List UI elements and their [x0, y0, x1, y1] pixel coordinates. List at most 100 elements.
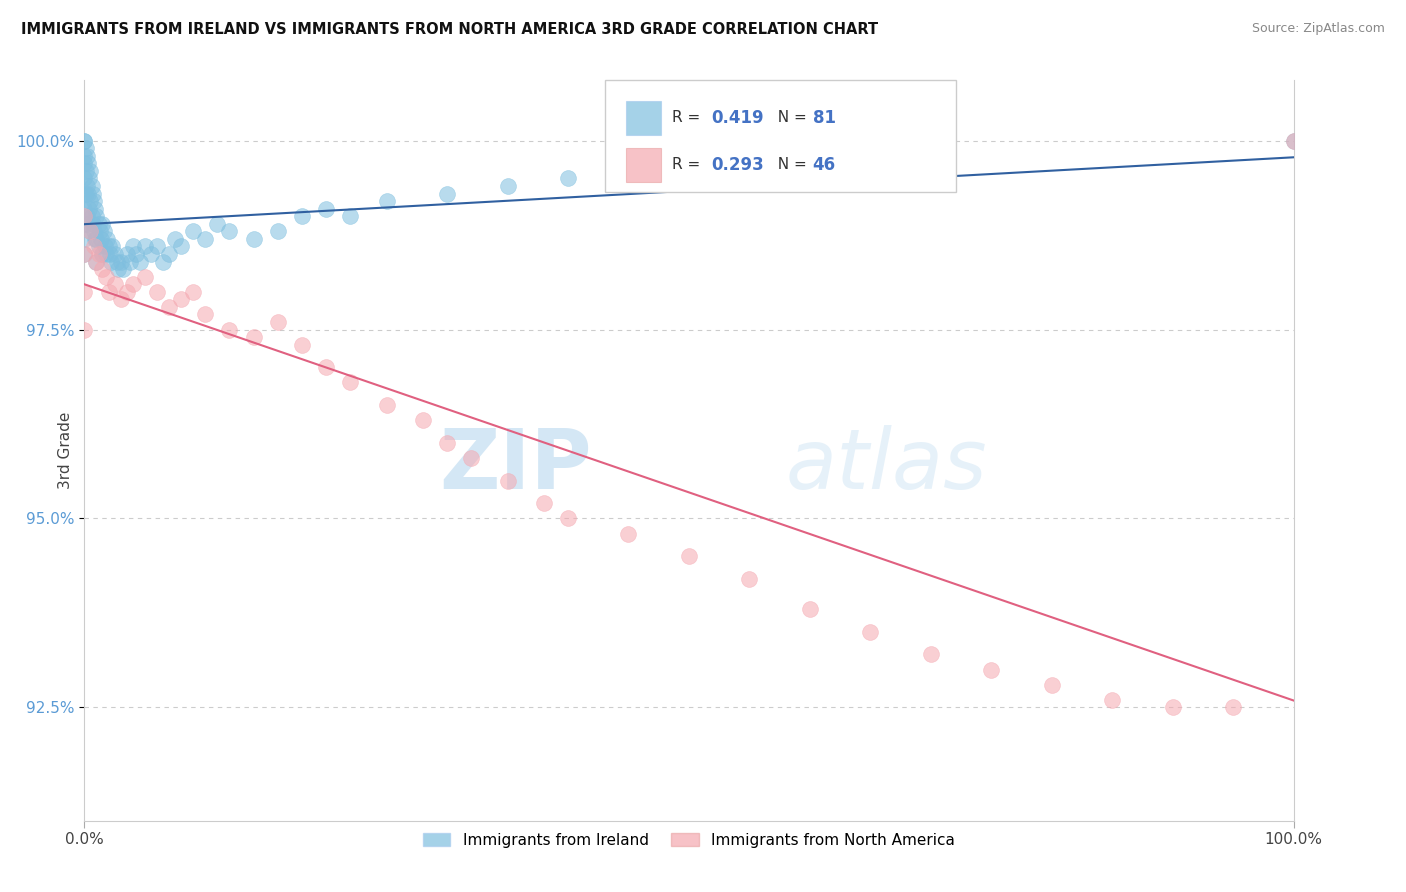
Immigrants from North America [412, 413, 434, 427]
Text: N =: N = [768, 157, 811, 172]
Immigrants from North America [242, 330, 264, 344]
Immigrants from Ireland [1282, 134, 1305, 148]
Immigrants from Ireland [73, 134, 96, 148]
Immigrants from Ireland [73, 232, 96, 246]
Immigrants from North America [980, 663, 1002, 677]
Immigrants from North America [181, 285, 204, 299]
Immigrants from North America [920, 648, 942, 662]
Immigrants from Ireland [100, 254, 122, 268]
Immigrants from Ireland [77, 186, 100, 201]
Text: 0.419: 0.419 [711, 109, 763, 127]
Immigrants from Ireland [73, 202, 96, 216]
Immigrants from Ireland [120, 254, 142, 268]
Immigrants from Ireland [86, 209, 108, 223]
Immigrants from Ireland [207, 217, 229, 231]
Immigrants from North America [194, 308, 217, 322]
Immigrants from Ireland [94, 239, 117, 253]
Immigrants from Ireland [77, 171, 100, 186]
Immigrants from North America [218, 322, 240, 336]
Text: Source: ZipAtlas.com: Source: ZipAtlas.com [1251, 22, 1385, 36]
Immigrants from Ireland [98, 247, 121, 261]
Immigrants from North America [617, 526, 640, 541]
Immigrants from Ireland [125, 247, 148, 261]
Immigrants from North America [339, 376, 361, 390]
Immigrants from North America [460, 450, 482, 465]
Immigrants from Ireland [152, 254, 174, 268]
Immigrants from North America [134, 269, 156, 284]
Immigrants from Ireland [93, 224, 115, 238]
Immigrants from Ireland [73, 156, 96, 170]
Immigrants from Ireland [79, 164, 101, 178]
Legend: Immigrants from Ireland, Immigrants from North America: Immigrants from Ireland, Immigrants from… [416, 826, 962, 854]
Text: atlas: atlas [786, 425, 987, 506]
Immigrants from Ireland [94, 247, 117, 261]
Immigrants from Ireland [76, 149, 98, 163]
Immigrants from North America [170, 293, 193, 307]
Immigrants from Ireland [86, 232, 108, 246]
Immigrants from Ireland [121, 239, 143, 253]
Immigrants from North America [94, 269, 117, 284]
Immigrants from Ireland [87, 217, 110, 231]
Immigrants from Ireland [339, 209, 361, 223]
Immigrants from Ireland [76, 179, 98, 194]
Text: IMMIGRANTS FROM IRELAND VS IMMIGRANTS FROM NORTH AMERICA 3RD GRADE CORRELATION C: IMMIGRANTS FROM IRELAND VS IMMIGRANTS FR… [21, 22, 879, 37]
Immigrants from Ireland [83, 194, 105, 209]
Text: R =: R = [672, 157, 706, 172]
Immigrants from Ireland [105, 254, 128, 268]
Immigrants from Ireland [75, 141, 97, 155]
Immigrants from Ireland [110, 254, 132, 268]
Immigrants from North America [315, 360, 337, 375]
Immigrants from Ireland [170, 239, 193, 253]
Immigrants from North America [1101, 692, 1123, 706]
Immigrants from Ireland [496, 179, 519, 194]
Immigrants from Ireland [129, 254, 152, 268]
Immigrants from North America [533, 496, 555, 510]
Immigrants from Ireland [89, 224, 111, 238]
Text: 81: 81 [813, 109, 835, 127]
Immigrants from North America [436, 436, 458, 450]
Immigrants from Ireland [84, 202, 107, 216]
Immigrants from Ireland [90, 232, 112, 246]
Immigrants from Ireland [101, 239, 124, 253]
Immigrants from Ireland [375, 194, 398, 209]
Immigrants from North America [104, 277, 127, 292]
Text: N =: N = [768, 110, 811, 125]
Immigrants from Ireland [557, 171, 579, 186]
Immigrants from Ireland [73, 134, 96, 148]
Immigrants from North America [73, 209, 96, 223]
Immigrants from Ireland [91, 217, 114, 231]
Immigrants from Ireland [83, 224, 105, 238]
Immigrants from North America [799, 602, 821, 616]
Immigrants from North America [86, 254, 108, 268]
Immigrants from Ireland [80, 209, 103, 223]
Immigrants from North America [97, 285, 120, 299]
Immigrants from Ireland [218, 224, 240, 238]
Immigrants from Ireland [87, 239, 110, 253]
Immigrants from North America [1161, 700, 1184, 714]
Immigrants from North America [557, 511, 579, 525]
Immigrants from Ireland [315, 202, 337, 216]
Immigrants from Ireland [73, 247, 96, 261]
Immigrants from Ireland [267, 224, 290, 238]
Immigrants from Ireland [157, 247, 180, 261]
Immigrants from Ireland [115, 247, 138, 261]
Immigrants from North America [1222, 700, 1244, 714]
Immigrants from Ireland [82, 217, 104, 231]
Text: ZIP: ZIP [440, 425, 592, 506]
Immigrants from North America [375, 398, 398, 412]
Immigrants from Ireland [112, 262, 135, 277]
Immigrants from North America [146, 285, 169, 299]
Immigrants from Ireland [436, 186, 458, 201]
Immigrants from Ireland [80, 179, 103, 194]
Immigrants from Ireland [97, 239, 120, 253]
Immigrants from Ireland [146, 239, 169, 253]
Immigrants from North America [859, 624, 882, 639]
Immigrants from Ireland [134, 239, 156, 253]
Y-axis label: 3rd Grade: 3rd Grade [58, 412, 73, 489]
Immigrants from North America [121, 277, 143, 292]
Immigrants from North America [83, 239, 105, 253]
Immigrants from Ireland [73, 186, 96, 201]
Immigrants from North America [1040, 678, 1063, 692]
Immigrants from Ireland [104, 247, 127, 261]
Immigrants from North America [73, 247, 96, 261]
